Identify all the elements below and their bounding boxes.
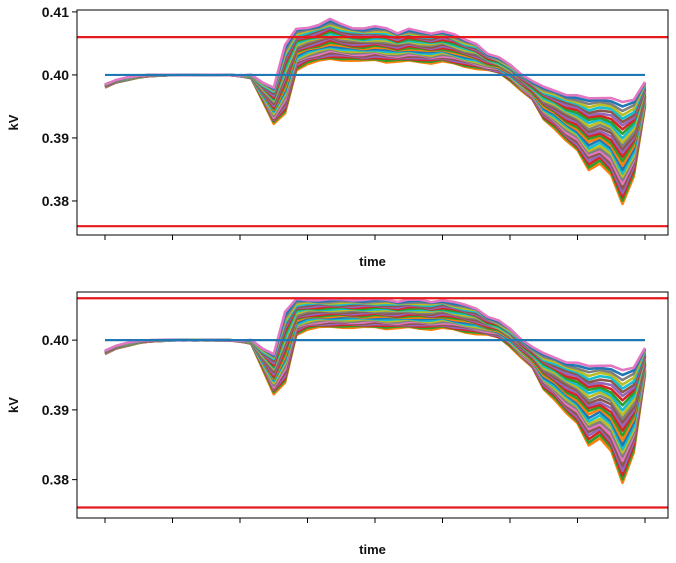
- y-tick-label: 0.39: [42, 402, 69, 418]
- axes-frame: [76, 291, 669, 519]
- y-tick-label: 0.41: [42, 4, 69, 20]
- y-tick-label: 0.38: [42, 472, 69, 488]
- y-axis-label: kV: [6, 114, 21, 130]
- chart-bottom: 0.38 0.39 0.40 time kV: [6, 291, 669, 557]
- y-tick-label: 0.40: [42, 67, 69, 83]
- plot-area: [77, 17, 668, 228]
- axes-frame: [76, 9, 669, 236]
- x-axis-label: time: [359, 254, 386, 269]
- x-axis-label: time: [359, 542, 386, 557]
- chart-top: 0.38 0.39 0.40 0.41 time kV: [6, 4, 669, 269]
- y-tick-label: 0.40: [42, 332, 69, 348]
- y-tick-label: 0.39: [42, 130, 69, 146]
- plot-area: [77, 297, 668, 509]
- y-tick-label: 0.38: [42, 193, 69, 209]
- y-axis-label: kV: [6, 397, 21, 413]
